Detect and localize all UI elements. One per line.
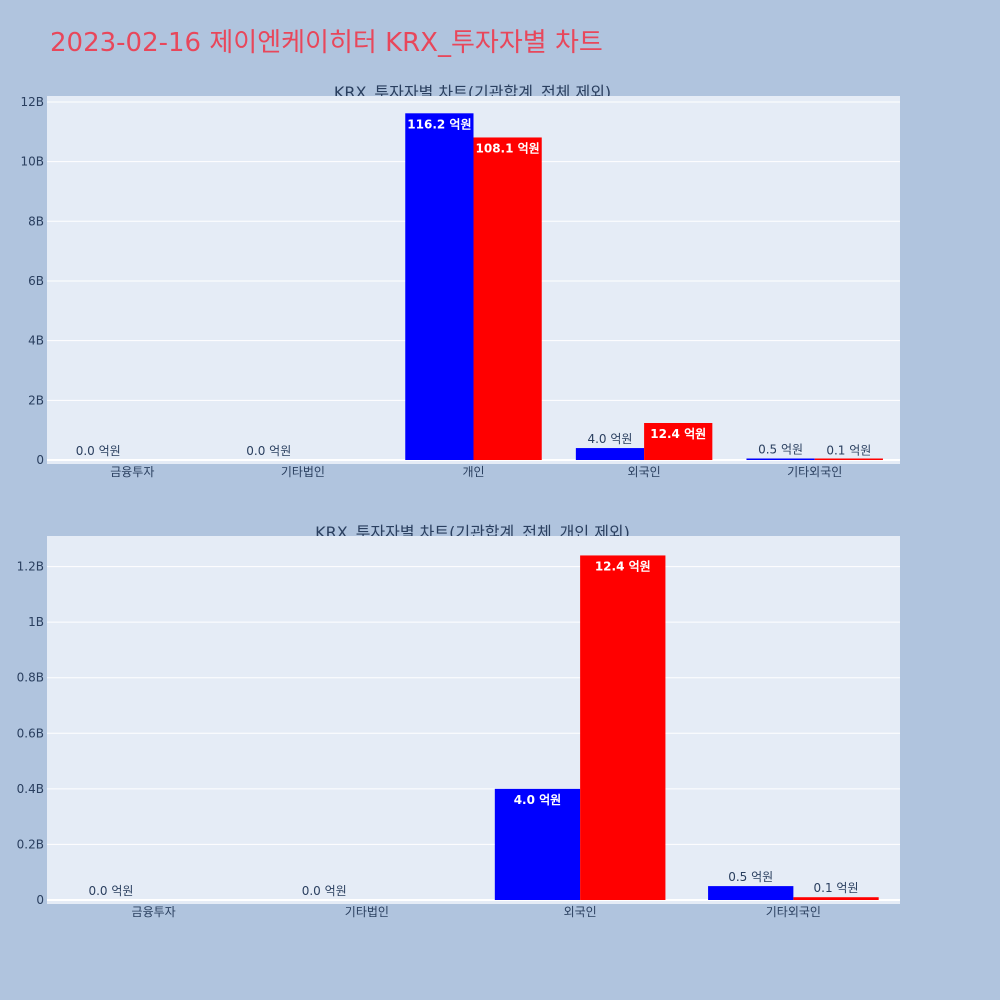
data-label: 116.2 억원: [407, 117, 471, 131]
data-label: 0.0 억원: [302, 884, 347, 898]
bar: [494, 788, 581, 900]
y-tick-label: 0.2B: [17, 837, 44, 851]
y-tick-label: 6B: [28, 274, 44, 288]
data-label: 12.4 억원: [650, 427, 706, 441]
chart-1: 0 2B 4B 6B 8B 10B 12B 금융투자 기타법인 개인 외국인 기타외국인 0.0 억원 0…: [20, 95, 900, 479]
data-label: 0.5 억원: [758, 443, 803, 457]
bar: [644, 423, 713, 460]
data-label: 0.0 억원: [88, 884, 133, 898]
bar: [793, 897, 879, 900]
x-tick-label: 외국인: [628, 465, 661, 479]
data-label: 0.5 억원: [728, 870, 773, 884]
y-tick-label: 10B: [20, 155, 44, 169]
data-label: 0.0 억원: [76, 444, 121, 458]
x-tick-label: 외국인: [564, 905, 597, 919]
y-tick-label: 0: [36, 893, 44, 907]
y-tick-label: 12B: [20, 95, 44, 109]
data-label: 0.0 억원: [246, 444, 291, 458]
bar: [473, 137, 542, 460]
y-tick-label: 0.4B: [17, 782, 44, 796]
data-label: 12.4 억원: [595, 559, 651, 573]
y-tick-label: 8B: [28, 214, 44, 228]
y-tick-label: 4B: [28, 334, 44, 348]
bar: [405, 113, 474, 460]
x-tick-label: 금융투자: [110, 465, 154, 479]
x-tick-label: 기타외국인: [787, 465, 842, 479]
x-tick-label: 기타외국인: [766, 905, 821, 919]
chart-2: 0 0.2B 0.4B 0.6B 0.8B 1B 1.2B 금융투자 기타법인 외국인 기타외국인 0…: [17, 536, 900, 919]
x-tick-label: 기타법인: [345, 905, 389, 919]
y-tick-label: 1.2B: [17, 560, 44, 574]
plot-area: [47, 536, 900, 904]
x-tick-label: 개인: [462, 465, 484, 479]
y-tick-label: 0: [36, 453, 44, 467]
data-label: 0.1 억원: [814, 881, 859, 895]
bar: [746, 458, 815, 460]
y-tick-label: 0.6B: [17, 726, 44, 740]
data-label: 108.1 억원: [476, 141, 540, 155]
bar: [575, 448, 645, 460]
data-label: 0.1 억원: [826, 444, 871, 458]
data-label: 4.0 억원: [587, 432, 632, 446]
x-tick-label: 금융투자: [132, 905, 176, 919]
x-tick-label: 기타법인: [281, 465, 325, 479]
bar: [708, 886, 794, 900]
y-tick-label: 1B: [28, 615, 44, 629]
y-tick-label: 2B: [28, 393, 44, 407]
page-title: 2023-02-16 제이엔케이히터 KRX_투자자별 차트: [50, 28, 603, 58]
bar: [814, 458, 883, 460]
data-label: 4.0 억원: [514, 793, 562, 807]
y-tick-label: 0.8B: [17, 671, 44, 685]
bar: [580, 555, 666, 900]
